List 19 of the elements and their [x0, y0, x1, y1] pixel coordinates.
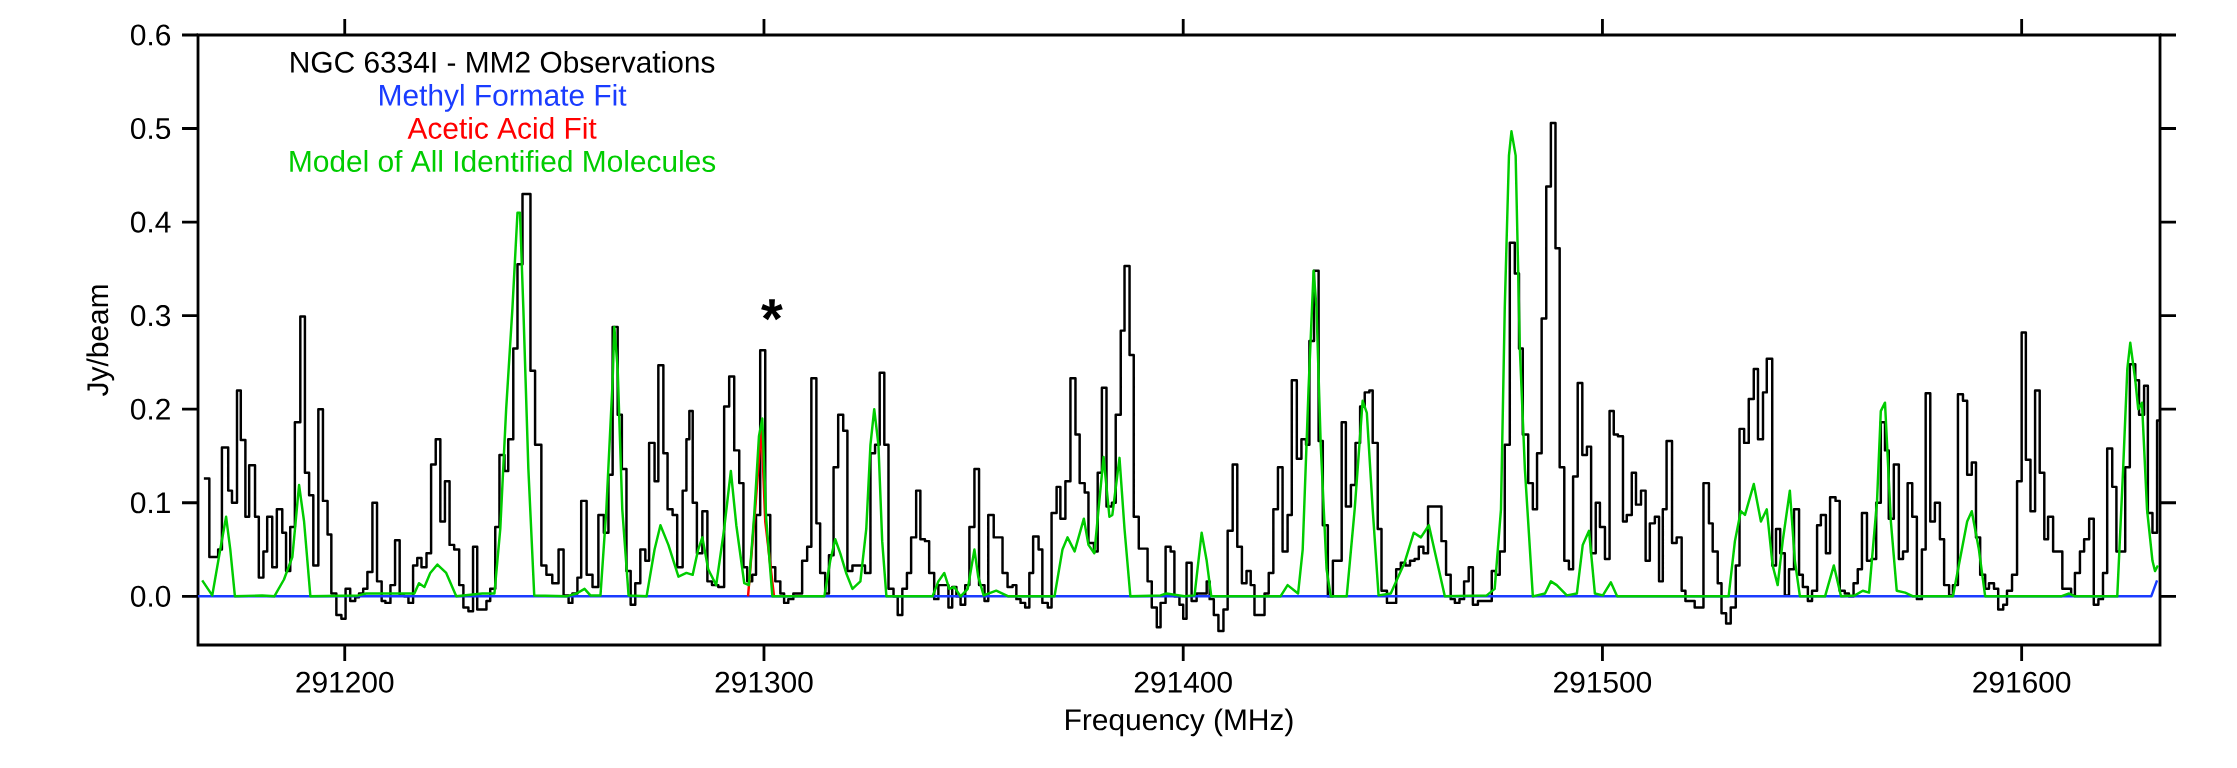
series-label: Model of All Identified Molecules: [290, 150, 716, 172]
text: Acetic Acid Fit: [407, 116, 597, 139]
x-tick-label: 291200: [296, 671, 394, 693]
y-tick-label: 0.1: [131, 492, 170, 514]
y-tick-label: 0.6: [131, 24, 171, 46]
y-tick-label: 0.3: [131, 305, 171, 327]
legend-label: NGC 6334I - MM2 Observations: [291, 50, 715, 73]
x-tick-label: 291300: [715, 671, 813, 693]
text: Methyl Formate Fit: [380, 83, 627, 112]
x-axis-title: Frequency (MHz): [1066, 708, 1293, 737]
y-tick-label: 0.0: [131, 585, 171, 607]
y-tick-label: 0.4: [131, 211, 171, 233]
x-tick-label: 291500: [1554, 671, 1652, 693]
y-tick-label: 0.2: [131, 398, 170, 420]
x-tick-label: 291400: [1134, 671, 1232, 693]
y-axis-title: Jy/beam: [86, 285, 115, 396]
y-tick-label: 0.5: [131, 117, 171, 140]
annotation: *: [761, 299, 783, 321]
x-tick-label: 291600: [1973, 671, 2071, 693]
